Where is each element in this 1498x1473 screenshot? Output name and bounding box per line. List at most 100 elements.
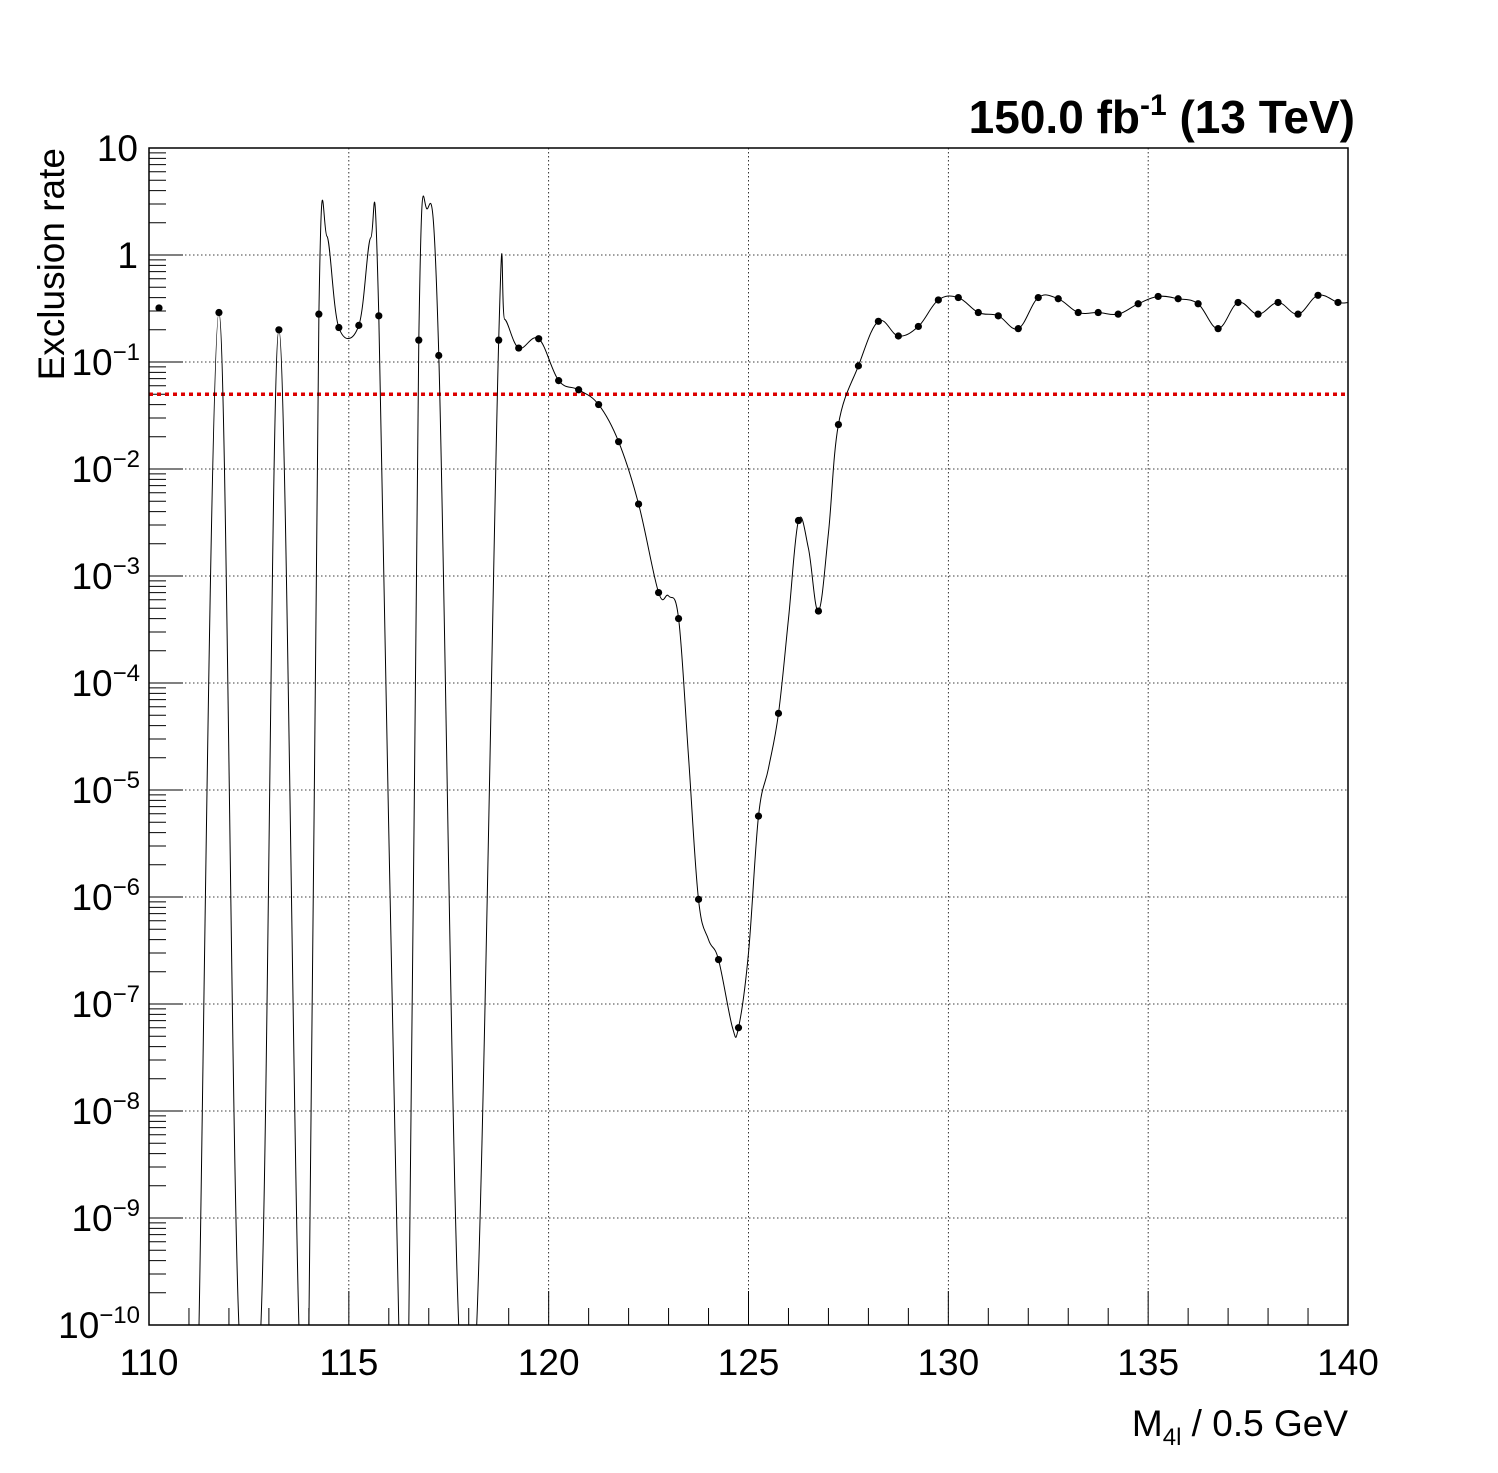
data-point — [654, 588, 663, 597]
x-axis-title: M4l / 0.5 GeV — [1132, 1403, 1348, 1451]
y-tick-mantissa: 10 — [58, 1305, 99, 1346]
y-tick-exponent: −8 — [113, 1088, 140, 1115]
y-tick-label: 10−10 — [58, 1302, 140, 1346]
data-point — [315, 310, 323, 318]
data-point — [515, 344, 523, 352]
y-tick-mantissa: 10 — [71, 342, 112, 383]
data-point — [1274, 298, 1282, 307]
y-tick-label: 10−1 — [71, 339, 140, 383]
data-point — [714, 955, 723, 964]
lumi-spacer — [1167, 91, 1180, 143]
plot-frame — [148, 147, 1349, 1326]
data-point — [335, 323, 343, 332]
data-point — [674, 614, 683, 623]
x-axis-title-main: M — [1132, 1403, 1163, 1444]
exclusion-curve — [198, 195, 1348, 1325]
y-tick-mantissa: 10 — [71, 449, 112, 490]
data-point — [1014, 325, 1022, 333]
data-point — [774, 709, 783, 717]
y-tick-exponent: −1 — [113, 339, 140, 366]
y-tick-mantissa: 10 — [71, 663, 112, 704]
data-point — [974, 308, 982, 317]
data-point — [535, 335, 543, 343]
data-point — [215, 308, 223, 317]
data-point — [1334, 298, 1342, 307]
data-point — [914, 322, 922, 331]
data-point — [1194, 300, 1202, 308]
data-point — [1074, 308, 1082, 317]
data-point — [495, 336, 503, 344]
data-point — [355, 321, 363, 329]
data-point — [375, 312, 383, 320]
data-point — [754, 812, 763, 820]
x-tick-label: 120 — [518, 1342, 580, 1383]
data-point — [1254, 310, 1262, 318]
y-tick-mantissa: 10 — [71, 1198, 112, 1239]
x-tick-label: 125 — [718, 1342, 780, 1383]
data-point — [1054, 295, 1062, 303]
data-point — [1294, 310, 1302, 318]
y-tick-mantissa: 10 — [71, 770, 112, 811]
y-tick-label: 10−8 — [71, 1088, 140, 1132]
data-point — [634, 500, 643, 508]
data-point — [894, 332, 902, 340]
data-point — [275, 326, 283, 334]
x-tick-label: 130 — [917, 1342, 979, 1383]
data-point — [595, 400, 603, 409]
y-axis-title: Exclusion rate — [31, 148, 72, 380]
data-point — [1314, 291, 1322, 299]
data-point — [794, 516, 803, 525]
y-tick-mantissa: 10 — [71, 984, 112, 1025]
y-tick-exponent: −2 — [113, 446, 140, 473]
data-point — [994, 312, 1002, 320]
y-tick-label: 1 — [117, 235, 138, 276]
y-tick-exponent: −3 — [113, 553, 140, 580]
y-tick-label: 10−4 — [71, 660, 140, 704]
x-tick-label: 115 — [319, 1342, 378, 1383]
y-tick-label: 10−2 — [71, 446, 140, 490]
y-tick-label: 10 — [97, 128, 138, 169]
y-tick-label: 10−9 — [71, 1195, 140, 1239]
data-point — [834, 420, 843, 429]
data-points — [155, 291, 1342, 1032]
y-tick-mantissa: 10 — [71, 1091, 112, 1132]
data-point — [934, 296, 942, 304]
data-point — [694, 895, 703, 903]
y-tick-label: 10−7 — [71, 981, 140, 1025]
y-tick-label: 10−6 — [71, 874, 140, 918]
data-point — [1174, 295, 1182, 303]
data-point — [1154, 292, 1162, 301]
y-tick-labels: 10−1010−910−810−710−610−510−410−310−210−… — [58, 128, 140, 1346]
data-point — [155, 304, 163, 312]
y-tick-label: 10−3 — [71, 553, 140, 597]
data-point — [874, 317, 882, 325]
data-point — [1094, 308, 1102, 317]
y-tick-mantissa: 10 — [71, 556, 112, 597]
y-tick-label: 10−5 — [71, 767, 140, 811]
data-point — [734, 1024, 743, 1032]
lumi-label: 150.0 fb-1 (13 TeV) — [969, 89, 1355, 143]
x-tick-labels: 110 115 120 125 130 135 140 — [120, 1342, 1379, 1383]
x-tick-label: 140 — [1317, 1342, 1379, 1383]
curve — [198, 195, 1348, 1325]
grid — [149, 148, 1348, 1325]
y-tick-exponent: −7 — [113, 981, 140, 1008]
data-point — [1214, 325, 1222, 333]
x-axis-title-suffix: / 0.5 GeV — [1181, 1403, 1348, 1444]
y-tick-exponent: −4 — [113, 660, 140, 687]
data-point — [615, 438, 623, 446]
data-point — [1114, 310, 1122, 318]
y-tick-exponent: −6 — [113, 874, 140, 901]
data-point — [1234, 298, 1242, 307]
lumi-exponent: -1 — [1140, 89, 1167, 122]
y-tick-exponent: −9 — [113, 1195, 140, 1222]
x-axis-title-subscript: 4l — [1163, 1424, 1182, 1451]
energy-label: (13 TeV) — [1179, 91, 1355, 143]
data-point — [954, 293, 962, 302]
data-point — [435, 351, 443, 360]
x-tick-label: 135 — [1117, 1342, 1179, 1383]
data-point — [1034, 293, 1042, 302]
y-tick-exponent: −5 — [113, 767, 140, 794]
